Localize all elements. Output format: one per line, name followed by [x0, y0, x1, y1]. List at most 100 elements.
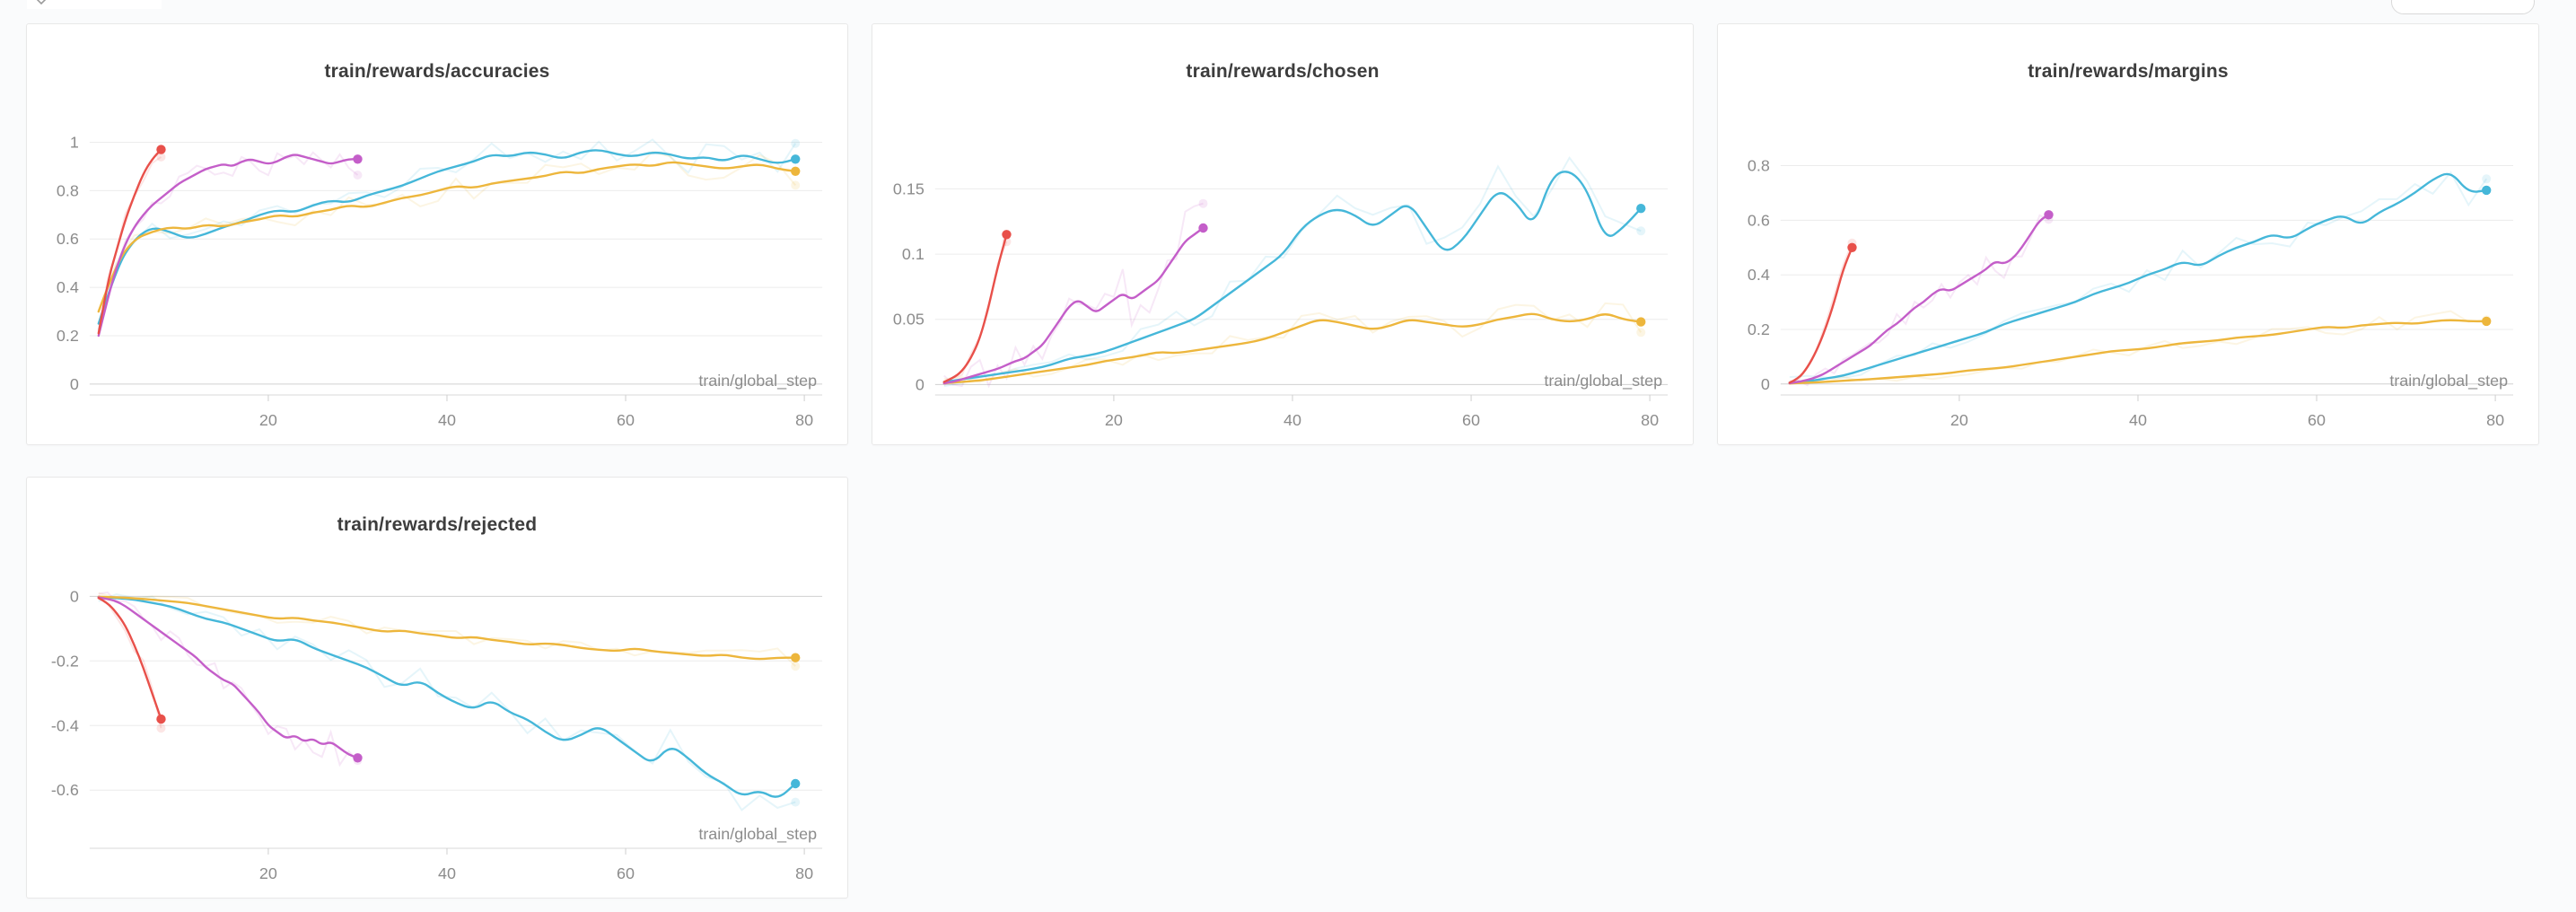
chevron-down-icon: [36, 0, 47, 5]
series-line: [97, 595, 797, 661]
line-chart-chosen[interactable]: 0 0.05 0.1 0.15 20 40 60 80 train/global_step: [872, 85, 1693, 444]
series-raw-end-dot: [791, 138, 801, 148]
series-raw-line: [98, 591, 359, 767]
series-end-dot: [2482, 185, 2492, 196]
chart-title: train/rewards/rejected: [337, 514, 538, 535]
y-tick-label: 0.4: [57, 278, 79, 296]
series-end-dot: [1198, 223, 1208, 233]
series-line: [1788, 172, 2488, 384]
section-header-partial[interactable]: [27, 0, 162, 9]
chart-panel-rejected: train/rewards/rejected 0 -0.2 -0.4 -0.6 20 40…: [26, 477, 848, 899]
series-line: [97, 595, 797, 798]
toolbar-button-partial[interactable]: [2391, 0, 2535, 14]
series-line: [942, 312, 1643, 385]
x-axis-title: train/global_step: [698, 825, 817, 844]
y-tick-label: -0.6: [51, 781, 79, 799]
series-line: [97, 596, 359, 759]
chart-panel-chosen: train/rewards/chosen 0 0.05 0.1 0.15 20 40 60 8…: [872, 23, 1694, 445]
series-end-dot: [156, 145, 166, 154]
x-tick-label: 60: [2308, 411, 2326, 429]
y-tick-label: 0.1: [902, 245, 924, 263]
series-raw-line: [1789, 242, 1853, 385]
line-chart-rejected[interactable]: 0 -0.2 -0.4 -0.6 20 40 60 80 train/global_step: [27, 539, 847, 898]
series-end-dot: [1636, 317, 1646, 327]
series-end-dot: [353, 753, 363, 763]
series-line: [942, 233, 1008, 383]
y-tick-label: 0.6: [57, 230, 79, 248]
x-tick-label: 60: [617, 864, 635, 882]
series-raw-line: [943, 302, 1643, 383]
y-tick-label: 0.2: [1748, 320, 1770, 338]
series-raw-end-dot: [1198, 198, 1208, 208]
x-tick-label: 20: [259, 864, 277, 882]
chart-panel-accuracies: train/rewards/accuracies 0 0.2 0.4 0.6 0.8 1 2…: [26, 23, 848, 445]
x-axis-title: train/global_step: [2389, 372, 2508, 390]
x-tick-label: 40: [1284, 411, 1301, 429]
series-raw-end-dot: [156, 723, 166, 733]
y-tick-label: 0.4: [1748, 266, 1770, 284]
x-tick-label: 80: [2486, 411, 2504, 429]
chart-title: train/rewards/margins: [2028, 61, 2229, 82]
y-tick-label: 0.8: [57, 181, 79, 199]
y-tick-label: 0.05: [893, 311, 924, 329]
x-tick-label: 40: [438, 411, 456, 429]
x-tick-label: 20: [259, 411, 277, 429]
series-raw-line: [97, 151, 359, 330]
series-line: [97, 161, 797, 313]
y-tick-label: 0.6: [1748, 211, 1770, 229]
series-raw-line: [98, 592, 796, 811]
y-tick-label: 0.2: [57, 327, 79, 345]
series-raw-line: [1789, 310, 2487, 383]
series-end-dot: [2482, 316, 2492, 327]
series-raw-line: [97, 150, 796, 311]
series-end-dot: [156, 714, 166, 724]
y-tick-label: 0.15: [893, 180, 924, 197]
y-tick-label: 0: [70, 375, 79, 393]
series-end-dot: [353, 154, 363, 164]
series-end-dot: [791, 154, 801, 164]
series-line: [942, 171, 1643, 383]
line-chart-accuracies[interactable]: 0 0.2 0.4 0.6 0.8 1 20 40 60 80 train/global_step: [27, 85, 847, 444]
series-raw-end-dot: [1636, 328, 1646, 338]
series-line: [942, 226, 1205, 385]
y-tick-label: -0.2: [51, 652, 79, 670]
y-tick-label: 0.8: [1748, 156, 1770, 174]
chart-title: train/rewards/chosen: [1186, 61, 1380, 82]
y-tick-label: 0: [1761, 375, 1770, 393]
series-raw-line: [943, 202, 1204, 389]
y-tick-label: -0.4: [51, 716, 79, 734]
series-raw-end-dot: [1636, 226, 1646, 236]
series-raw-line: [943, 155, 1642, 388]
x-axis-title: train/global_step: [698, 372, 817, 390]
series-raw-end-dot: [2482, 174, 2492, 184]
series-line: [1788, 319, 2488, 385]
y-tick-label: 1: [70, 133, 79, 151]
series-raw-line: [98, 594, 162, 729]
series-line: [1788, 246, 1853, 384]
x-tick-label: 40: [2129, 411, 2147, 429]
series-line: [1788, 214, 2050, 385]
chart-title: train/rewards/accuracies: [324, 61, 550, 82]
series-line: [97, 153, 359, 338]
series-line: [97, 148, 162, 335]
series-raw-end-dot: [353, 171, 363, 180]
series-line: [97, 597, 162, 721]
series-end-dot: [791, 778, 801, 789]
line-chart-margins[interactable]: 0 0.2 0.4 0.6 0.8 20 40 60 80 train/global_step: [1718, 85, 2538, 444]
series-end-dot: [1847, 242, 1857, 252]
y-tick-label: 0: [916, 375, 924, 393]
series-raw-line: [1789, 214, 2049, 387]
series-raw-end-dot: [791, 180, 801, 190]
x-tick-label: 20: [1950, 411, 1968, 429]
chart-panel-margins: train/rewards/margins 0 0.2 0.4 0.6 0.8 20 40 6…: [1717, 23, 2539, 445]
x-tick-label: 20: [1105, 411, 1123, 429]
series-end-dot: [1636, 204, 1646, 214]
x-tick-label: 60: [617, 411, 635, 429]
series-raw-end-dot: [791, 662, 801, 671]
x-tick-label: 80: [795, 864, 813, 882]
series-end-dot: [2044, 210, 2054, 220]
series-end-dot: [791, 166, 801, 176]
x-axis-title: train/global_step: [1544, 372, 1662, 390]
x-tick-label: 80: [1641, 411, 1659, 429]
